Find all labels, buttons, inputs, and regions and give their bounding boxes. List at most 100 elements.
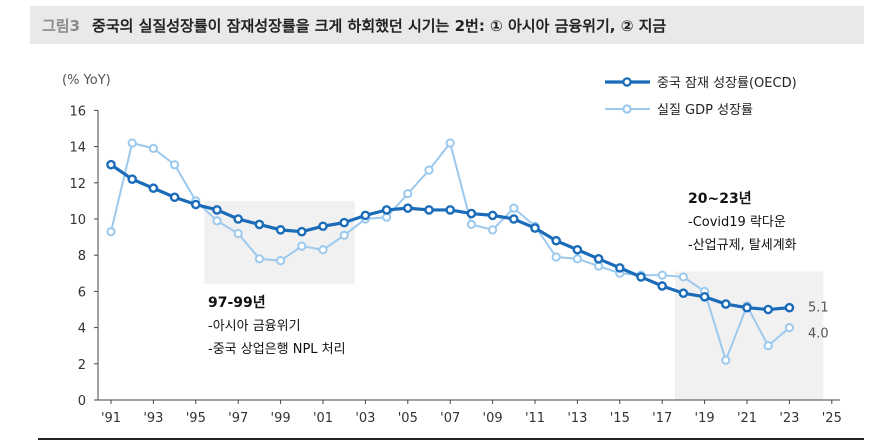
x-tick-label: '97 (228, 411, 248, 426)
y-tick-label: 2 (78, 358, 86, 373)
data-point (339, 217, 350, 228)
data-point (551, 252, 561, 262)
data-point (339, 230, 349, 240)
data-point (678, 288, 689, 299)
data-point (360, 210, 371, 221)
y-tick-label: 6 (78, 285, 86, 300)
annotation-title: 97-99년 (208, 295, 266, 311)
data-point (106, 159, 116, 170)
data-point (551, 235, 562, 246)
data-point (276, 256, 286, 266)
data-point (615, 263, 625, 273)
data-point (127, 138, 137, 148)
annotation-line: -산업규제, 탈세계화 (688, 238, 797, 253)
y-tick-label: 16 (69, 104, 86, 119)
chart-title: 중국의 실질성장률이 잠재성장률을 크게 하회했던 시기는 2번: ① 아시아 … (92, 16, 667, 35)
data-point (275, 225, 286, 235)
y-axis-label: (% YoY) (62, 73, 111, 88)
data-point (445, 138, 455, 148)
annotation-title: 20~23년 (688, 191, 752, 207)
x-tick-label: '09 (483, 411, 503, 426)
data-point (445, 205, 456, 215)
data-point (318, 245, 328, 255)
data-point (403, 189, 413, 199)
y-tick-label: 10 (69, 213, 86, 228)
x-tick-label: '17 (652, 411, 672, 426)
annotation-line: -아시아 금융위기 (208, 319, 301, 334)
annotation-covid: 20~23년 -Covid19 락다운 -산업규제, 탈세계화 (688, 188, 797, 257)
data-point (593, 254, 604, 264)
y-tick-label: 12 (69, 177, 86, 192)
legend-marker (622, 104, 632, 114)
data-point (190, 199, 201, 210)
data-point (466, 208, 477, 219)
end-label: 5.1 (808, 301, 829, 316)
data-point (678, 272, 689, 282)
data-point (466, 219, 476, 230)
x-tick-label: '15 (610, 411, 630, 426)
data-point (699, 292, 710, 302)
data-point (509, 203, 519, 213)
end-label: 4.0 (808, 327, 829, 342)
x-tick-label: '19 (695, 411, 715, 426)
data-point (508, 214, 519, 224)
annotation-asian-crisis: 97-99년 -아시아 금융위기 -중국 상업은행 NPL 처리 (208, 292, 346, 361)
x-tick-label: '07 (440, 411, 460, 426)
data-point (636, 272, 646, 282)
x-tick-label: '23 (779, 411, 799, 426)
bottom-rule (38, 438, 864, 440)
data-point (169, 192, 180, 203)
data-point (572, 254, 583, 264)
x-tick-label: '91 (101, 411, 121, 426)
x-tick-label: '99 (271, 411, 291, 426)
data-point (488, 225, 498, 235)
data-point (148, 183, 159, 194)
y-tick-label: 14 (69, 141, 86, 156)
data-point (148, 143, 158, 154)
data-point (297, 241, 307, 251)
data-point (424, 165, 434, 175)
x-tick-label: '95 (186, 411, 206, 426)
data-point (424, 205, 434, 215)
data-point (127, 174, 137, 184)
data-point (402, 203, 413, 213)
data-point (784, 302, 795, 313)
x-tick-label: '05 (398, 411, 418, 426)
data-point (254, 254, 264, 264)
data-point (572, 244, 583, 255)
x-tick-label: '03 (355, 411, 375, 426)
data-point (233, 228, 243, 239)
x-tick-label: '21 (737, 411, 757, 426)
legend-label: 실질 GDP 성장률 (657, 103, 753, 118)
title-bar: 그림3 중국의 실질성장률이 잠재성장률을 크게 하회했던 시기는 2번: ① … (30, 6, 864, 44)
y-tick-label: 4 (78, 322, 86, 337)
shaded-period-2020-2023 (674, 271, 824, 400)
annotation-line: -Covid19 락다운 (688, 215, 786, 230)
data-point (742, 302, 752, 313)
data-point (721, 355, 731, 365)
data-point (784, 323, 795, 333)
y-tick-label: 8 (78, 249, 86, 264)
data-point (763, 341, 773, 351)
legend-marker (622, 77, 632, 87)
x-tick-label: '11 (525, 411, 545, 426)
data-point (530, 223, 540, 233)
y-tick-label: 0 (78, 394, 86, 409)
data-point (657, 270, 667, 280)
data-point (212, 216, 222, 226)
data-point (721, 299, 731, 309)
data-point (233, 214, 243, 224)
data-point (487, 210, 498, 221)
x-tick-label: '93 (143, 411, 163, 426)
data-point (212, 205, 222, 215)
legend-label: 중국 잠재 성장률(OECD) (657, 76, 797, 91)
data-point (381, 205, 392, 215)
figure-label: 그림3 (42, 16, 81, 35)
data-point (657, 281, 668, 291)
data-point (763, 304, 774, 315)
data-point (296, 226, 307, 237)
x-tick-label: '01 (313, 411, 333, 426)
data-point (106, 227, 116, 237)
